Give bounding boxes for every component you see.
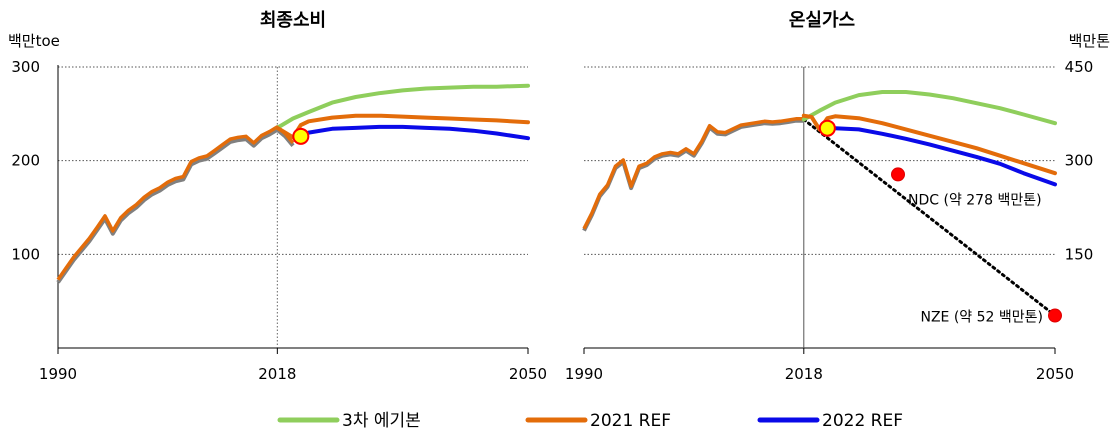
chart-1-series-line-1 [275, 83, 530, 130]
chart-1-y-tick-label: 300 [11, 58, 40, 76]
chart-2-series-line-3 [825, 126, 1057, 187]
chart-2-title: 온실가스 [789, 10, 855, 31]
chart-1-x-tick-label: 1990 [39, 365, 77, 383]
chart-2-series-line-1 [801, 90, 1057, 126]
chart-2-y-tick-label: 300 [1065, 152, 1094, 170]
chart-2-marker-label: NDC (약 278 백만톤) [908, 192, 1042, 208]
chart-2-history-line [582, 117, 804, 230]
chart-2-x-tick-label: 1990 [565, 365, 603, 383]
chart-2-x-tick-label: 2018 [785, 365, 823, 383]
chart-1-series-line-3 [298, 124, 530, 141]
chart-1-x-tick-label: 2050 [509, 365, 547, 383]
chart-2-history-shadow-line [582, 118, 804, 232]
chart-2-y-tick-label: 450 [1065, 58, 1094, 76]
chart-1-marker-point [292, 127, 310, 145]
chart-1-y-unit: 백만toe [8, 32, 60, 50]
chart-2-nze-path-line [802, 118, 1057, 317]
chart-2-marker-label: NZE (약 52 백만톤) [920, 310, 1043, 326]
chart-1-history-line [56, 125, 295, 281]
chart-2-marker-point [818, 119, 836, 137]
legend-label-2: 2021 REF [590, 411, 671, 431]
chart-1-y-tick-label: 200 [11, 152, 40, 170]
chart-2-y-tick-label: 150 [1065, 245, 1094, 263]
chart-1-title: 최종소비 [260, 10, 326, 31]
legend-label-1: 3차 에기본 [342, 411, 421, 431]
chart-2-marker-point [891, 167, 905, 182]
chart-2-x-tick-label: 2050 [1036, 365, 1074, 383]
chart-2-y-unit: 백만톤 [1069, 32, 1110, 50]
chart-1-y-tick-label: 100 [11, 245, 40, 263]
chart-1-x-tick-label: 2018 [258, 365, 296, 383]
chart-1-history-shadow-line [56, 127, 295, 284]
chart-2-marker-point [1048, 308, 1062, 323]
legend-label-3: 2022 REF [822, 411, 903, 431]
